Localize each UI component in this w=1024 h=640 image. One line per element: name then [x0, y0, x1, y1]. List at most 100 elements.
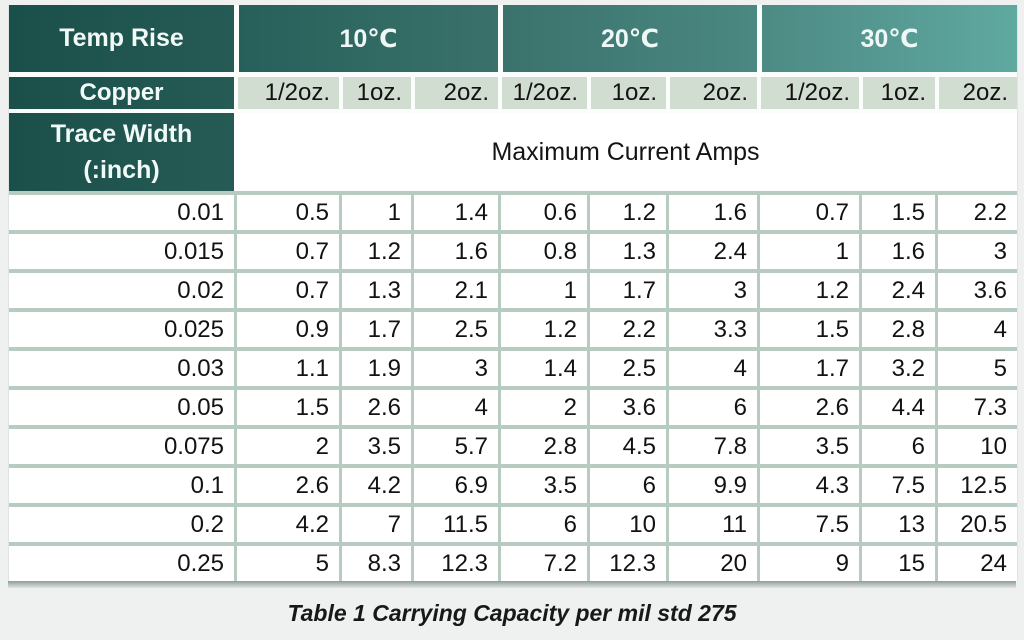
temp-rise-header-row: Temp Rise 10℃ 20℃ 30℃: [9, 5, 1017, 77]
current-value-cell: 11: [666, 503, 757, 542]
current-value-cell: 2: [234, 425, 339, 464]
table-row: 0.1 2.6 4.2 6.9 3.5 6 9.9 4.3 7.5 12.5: [9, 464, 1017, 503]
current-value-cell: 2.4: [859, 269, 935, 308]
current-value-cell: 2.2: [935, 191, 1017, 230]
current-value-cell: 7.2: [498, 542, 587, 581]
current-value-cell: 1.2: [587, 191, 666, 230]
current-value-cell: 1: [757, 230, 859, 269]
current-value-cell: 1.2: [757, 269, 859, 308]
current-value-cell: 4.2: [234, 503, 339, 542]
current-value-cell: 3.5: [757, 425, 859, 464]
trace-width-header-row: Trace Width (:inch) Maximum Current Amps: [9, 113, 1017, 191]
current-value-cell: 0.5: [234, 191, 339, 230]
current-value-cell: 0.6: [498, 191, 587, 230]
table-row: 0.02 0.7 1.3 2.1 1 1.7 3 1.2 2.4 3.6: [9, 269, 1017, 308]
copper-weight-header-cell: 1oz.: [587, 77, 666, 113]
current-value-cell: 3.5: [339, 425, 411, 464]
copper-weight-header-cell: 1/2oz.: [498, 77, 587, 113]
current-value-cell: 1.3: [339, 269, 411, 308]
current-value-cell: 2.5: [411, 308, 498, 347]
current-value-cell: 0.7: [757, 191, 859, 230]
current-value-cell: 13: [859, 503, 935, 542]
current-value-cell: 3.6: [587, 386, 666, 425]
current-value-cell: 0.9: [234, 308, 339, 347]
current-value-cell: 1.4: [411, 191, 498, 230]
trace-width-value: 0.025: [9, 308, 234, 347]
current-value-cell: 4.2: [339, 464, 411, 503]
current-value-cell: 10: [587, 503, 666, 542]
current-value-cell: 1.6: [859, 230, 935, 269]
current-value-cell: 2: [498, 386, 587, 425]
current-value-cell: 4: [666, 347, 757, 386]
temp-10c-header: 10℃: [234, 5, 498, 77]
current-value-cell: 4.5: [587, 425, 666, 464]
current-value-cell: 7.8: [666, 425, 757, 464]
trace-width-value: 0.25: [9, 542, 234, 581]
table-row: 0.015 0.7 1.2 1.6 0.8 1.3 2.4 1 1.6 3: [9, 230, 1017, 269]
table-row: 0.075 2 3.5 5.7 2.8 4.5 7.8 3.5 6 10: [9, 425, 1017, 464]
copper-header: Copper: [9, 77, 234, 113]
current-value-cell: 2.6: [757, 386, 859, 425]
temp-20c-header: 20℃: [498, 5, 757, 77]
current-value-cell: 1: [339, 191, 411, 230]
copper-weight-header-cell: 2oz.: [935, 77, 1017, 113]
max-current-amps-header: Maximum Current Amps: [234, 113, 1017, 191]
trace-width-header-line1: Trace Width: [50, 119, 193, 148]
trace-width-value: 0.015: [9, 230, 234, 269]
current-value-cell: 6: [587, 464, 666, 503]
copper-weight-header-row: Copper 1/2oz. 1oz. 2oz. 1/2oz. 1oz. 2oz. 1/2oz…: [9, 77, 1017, 113]
current-value-cell: 7: [339, 503, 411, 542]
current-value-cell: 2.8: [859, 308, 935, 347]
copper-weight-header-cell: 1/2oz.: [757, 77, 859, 113]
current-value-cell: 1.3: [587, 230, 666, 269]
table-row: 0.025 0.9 1.7 2.5 1.2 2.2 3.3 1.5 2.8 4: [9, 308, 1017, 347]
table-row: 0.03 1.1 1.9 3 1.4 2.5 4 1.7 3.2 5: [9, 347, 1017, 386]
current-value-cell: 2.8: [498, 425, 587, 464]
current-value-cell: 1.5: [859, 191, 935, 230]
current-value-cell: 20: [666, 542, 757, 581]
copper-weight-header-cell: 1oz.: [339, 77, 411, 113]
current-value-cell: 1.6: [411, 230, 498, 269]
trace-width-value: 0.02: [9, 269, 234, 308]
current-value-cell: 1.9: [339, 347, 411, 386]
current-value-cell: 12.5: [935, 464, 1017, 503]
current-value-cell: 2.6: [234, 464, 339, 503]
table-caption: Table 1 Carrying Capacity per mil std 27…: [287, 600, 737, 626]
current-value-cell: 4.4: [859, 386, 935, 425]
current-value-cell: 0.7: [234, 230, 339, 269]
current-value-cell: 1.7: [339, 308, 411, 347]
current-value-cell: 2.5: [587, 347, 666, 386]
current-value-cell: 1.6: [666, 191, 757, 230]
current-value-cell: 2.1: [411, 269, 498, 308]
current-value-cell: 1.5: [757, 308, 859, 347]
current-value-cell: 1.1: [234, 347, 339, 386]
current-value-cell: 2.6: [339, 386, 411, 425]
current-value-cell: 6: [666, 386, 757, 425]
table-row: 0.01 0.5 1 1.4 0.6 1.2 1.6 0.7 1.5 2.2: [9, 191, 1017, 230]
trace-width-value: 0.075: [9, 425, 234, 464]
carrying-capacity-table: Temp Rise 10℃ 20℃ 30℃ Copper 1/2oz. 1oz. 2…: [8, 5, 1018, 581]
table-row: 0.05 1.5 2.6 4 2 3.6 6 2.6 4.4 7.3: [9, 386, 1017, 425]
current-value-cell: 2.2: [587, 308, 666, 347]
current-value-cell: 3: [935, 230, 1017, 269]
current-value-cell: 0.8: [498, 230, 587, 269]
current-value-cell: 1: [498, 269, 587, 308]
current-value-cell: 3.3: [666, 308, 757, 347]
temp-30c-header: 30℃: [757, 5, 1017, 77]
current-value-cell: 4: [935, 308, 1017, 347]
current-value-cell: 1.5: [234, 386, 339, 425]
current-value-cell: 1.4: [498, 347, 587, 386]
copper-weight-header-cell: 1oz.: [859, 77, 935, 113]
current-value-cell: 12.3: [587, 542, 666, 581]
current-value-cell: 0.7: [234, 269, 339, 308]
current-value-cell: 6: [859, 425, 935, 464]
current-value-cell: 11.5: [411, 503, 498, 542]
copper-weight-header-cell: 1/2oz.: [234, 77, 339, 113]
current-value-cell: 7.5: [757, 503, 859, 542]
trace-width-value: 0.05: [9, 386, 234, 425]
trace-width-value: 0.03: [9, 347, 234, 386]
current-value-cell: 3: [411, 347, 498, 386]
current-value-cell: 9: [757, 542, 859, 581]
current-value-cell: 10: [935, 425, 1017, 464]
